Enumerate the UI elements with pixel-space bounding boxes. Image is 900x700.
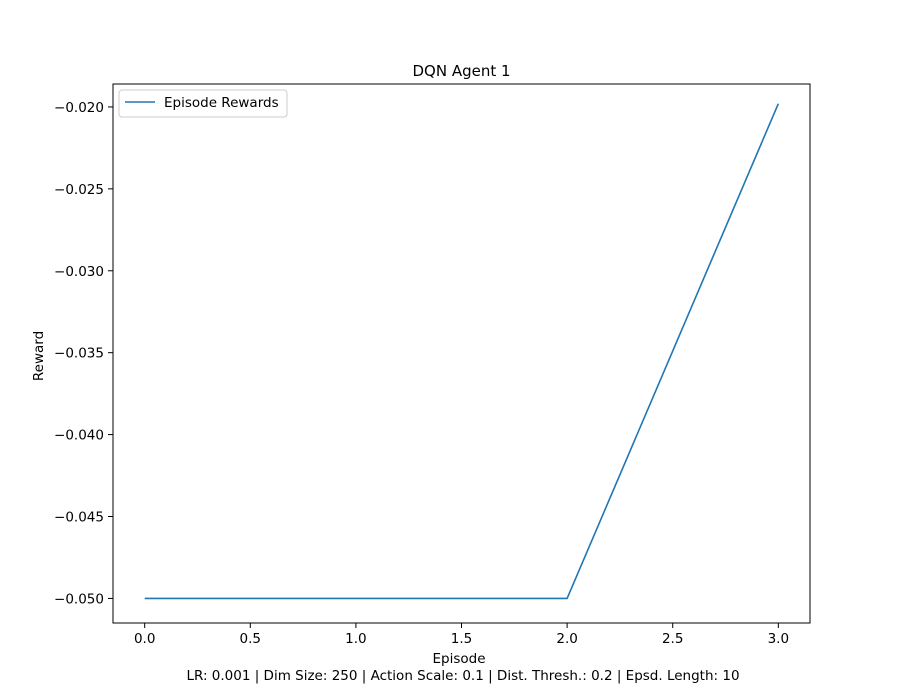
series-layer (144, 103, 780, 600)
y-axis-ticks: −0.050 −0.045 −0.040 −0.035 −0.030 −0.025 −0.0… (54, 100, 113, 607)
legend: Episode Rewards (118, 89, 288, 118)
y-tick-label: −0.025 (54, 182, 104, 198)
x-axis-label: Episode (432, 651, 485, 667)
x-tick-label: 0.5 (240, 631, 261, 647)
y-tick-label: −0.030 (54, 264, 104, 280)
chart-title: DQN Agent 1 (412, 62, 510, 80)
y-tick-label: −0.020 (54, 100, 104, 116)
y-tick-label: −0.050 (54, 591, 104, 607)
x-tick-label: 1.5 (451, 631, 472, 647)
legend-box (118, 89, 288, 118)
x-tick-label: 2.5 (662, 631, 683, 647)
x-tick-label: 1.0 (345, 631, 366, 647)
x-tick-label: 0.0 (134, 631, 155, 647)
y-axis-label: Reward (31, 331, 47, 381)
y-tick-label: −0.045 (54, 510, 104, 526)
legend-label-episode-rewards: Episode Rewards (164, 95, 279, 111)
y-tick-label: −0.035 (54, 346, 104, 362)
y-tick-label: −0.040 (54, 428, 104, 444)
series-line-episode-rewards (144, 103, 780, 600)
x-tick-label: 2.0 (556, 631, 577, 647)
x-axis-ticks: 0.0 0.5 1.0 1.5 2.0 2.5 3.0 (134, 623, 789, 647)
plot-area-frame (112, 83, 811, 624)
x-tick-label: 3.0 (768, 631, 789, 647)
parameters-caption: LR: 0.001 | Dim Size: 250 | Action Scale… (186, 668, 739, 684)
